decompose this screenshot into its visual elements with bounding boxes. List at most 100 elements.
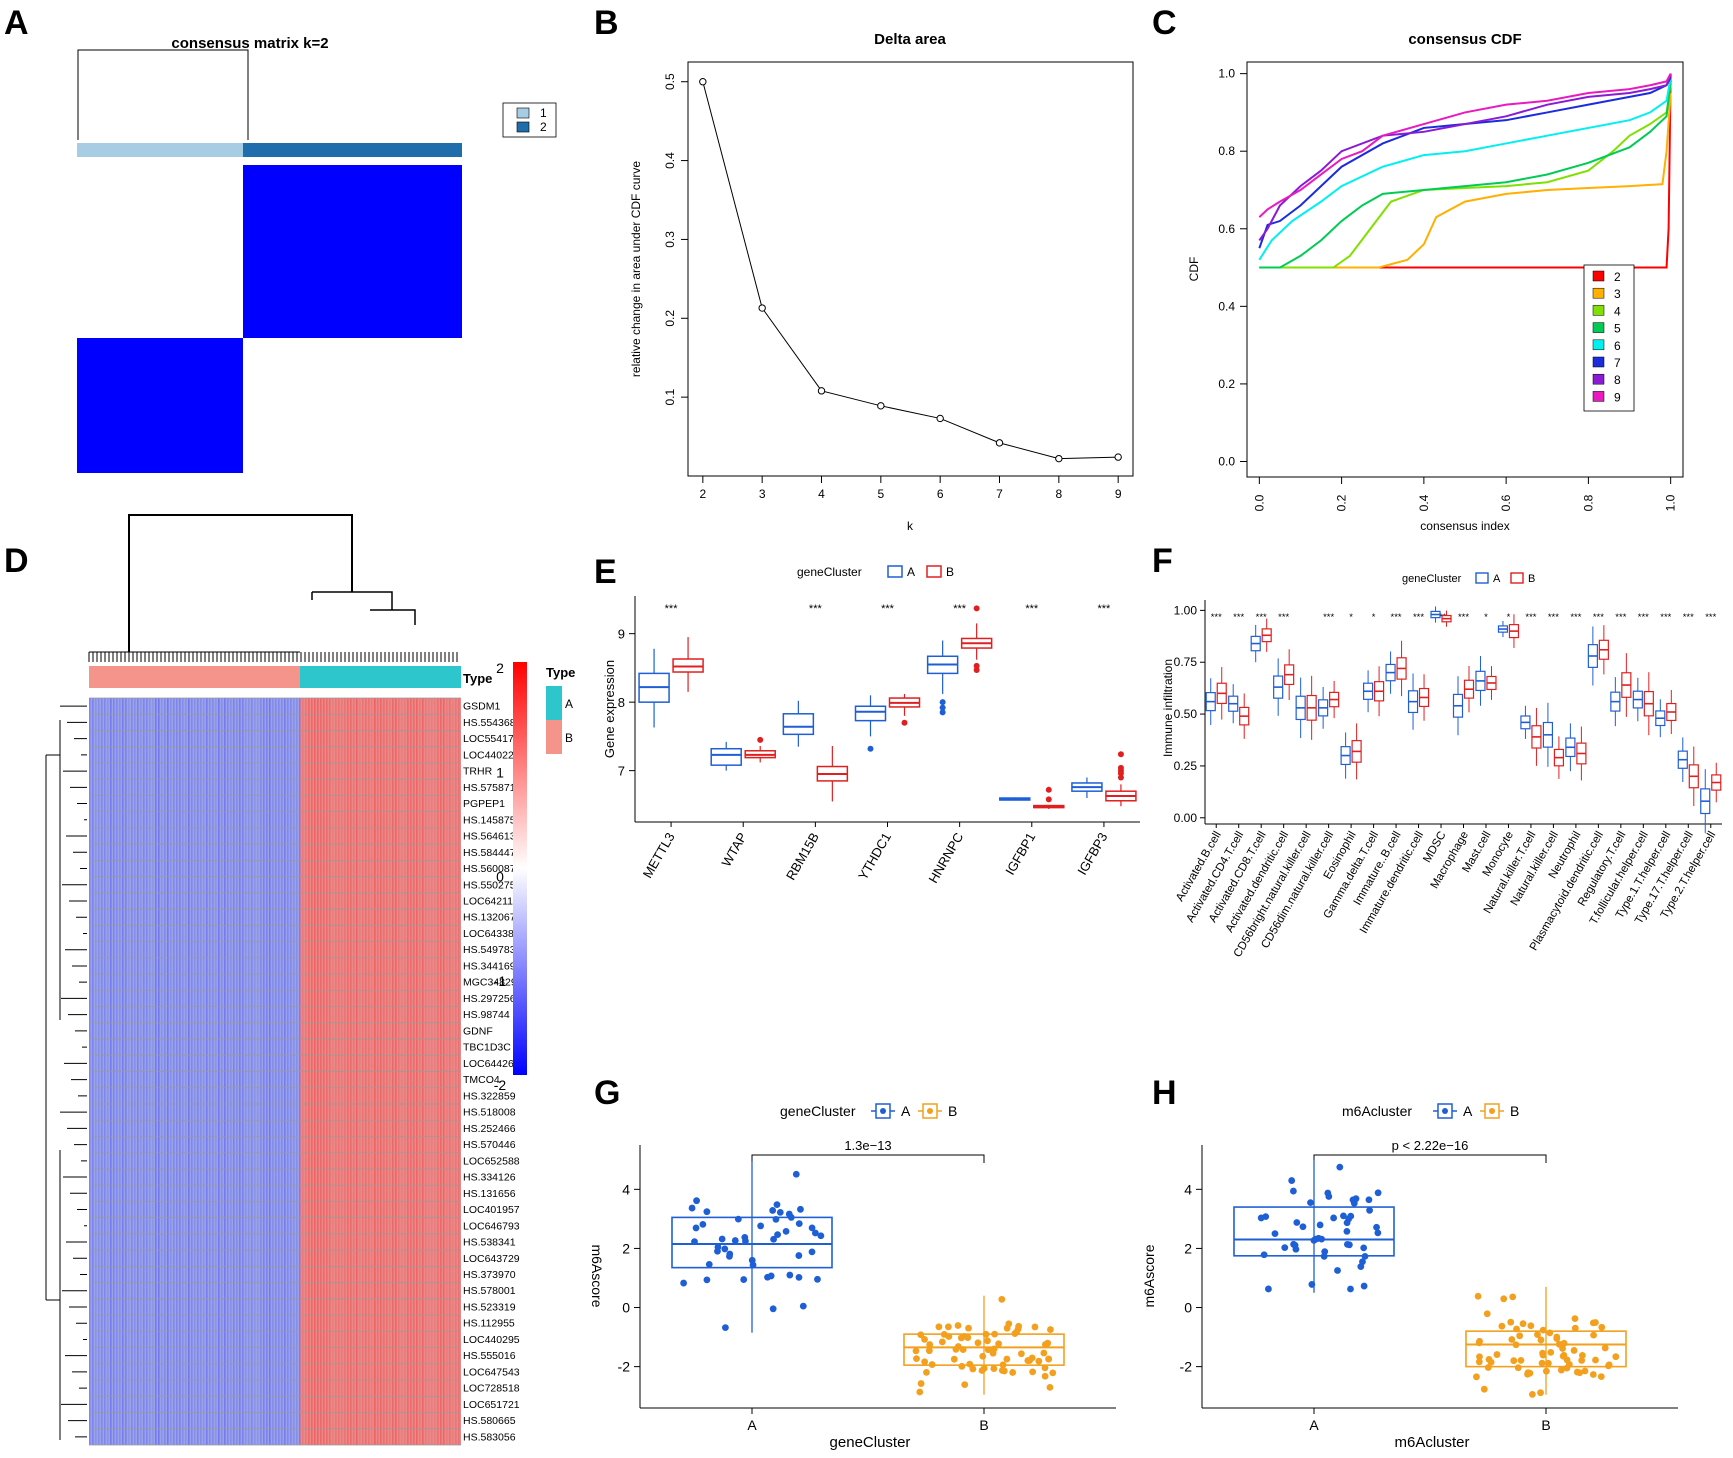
legend-label-1: 1: [540, 106, 547, 120]
x-tick-label: 9: [1115, 487, 1122, 501]
gene-label: HS.98744: [463, 1009, 510, 1021]
gene-label: HS.575871: [463, 782, 516, 794]
jitter-point: [913, 1355, 920, 1363]
jitter-point: [1528, 1390, 1536, 1398]
jitter-point: [721, 1324, 729, 1332]
jitter-point: [1517, 1356, 1525, 1364]
jitter-point: [1519, 1320, 1527, 1328]
data-point: [817, 387, 826, 395]
y-tick-label: 0.75: [1174, 655, 1198, 669]
y-tick-label: -2: [1180, 1359, 1193, 1375]
jitter-point: [703, 1208, 711, 1216]
legend-swatch-b: [926, 565, 942, 578]
jitter-point: [1334, 1267, 1341, 1274]
jitter-point: [1041, 1364, 1049, 1372]
jitter-point: [1343, 1219, 1351, 1227]
significance-mark: ***: [1211, 612, 1222, 623]
gene-label: HS.570446: [463, 1139, 516, 1151]
y-axis-label: CDF: [1187, 257, 1201, 282]
jitter-point: [1373, 1223, 1380, 1231]
jitter-point: [1612, 1353, 1620, 1361]
y-tick-label: 1.0: [1218, 67, 1235, 81]
jitter-point: [680, 1279, 688, 1287]
jitter-point: [938, 1338, 946, 1346]
jitter-point: [1538, 1359, 1546, 1367]
jitter-point: [764, 1273, 771, 1281]
box-outlier: [1117, 774, 1124, 781]
jitter-point: [935, 1323, 943, 1331]
significance-mark: ***: [953, 603, 967, 615]
legend-label-a: A: [1463, 1103, 1473, 1119]
jitter-point: [1035, 1357, 1043, 1365]
significance-bracket: [1313, 1154, 1547, 1163]
jitter-point: [1475, 1339, 1483, 1347]
jitter-point: [1310, 1236, 1318, 1244]
legend-swatch-b-dot: [927, 1108, 933, 1114]
delta-area-panel: Delta area 2 3 4 5 6 7 8 9 0.1 0.2 0.3 0.4 0.5 k relati…: [629, 31, 1134, 533]
legend-label: 7: [1614, 356, 1621, 370]
y-axis-label: m6Ascore: [589, 1244, 605, 1307]
jitter-point: [703, 1276, 711, 1284]
gene-label: LOC651721: [463, 1399, 520, 1411]
panel-label-h: H: [1152, 1074, 1177, 1112]
jitter-point: [714, 1247, 721, 1255]
gene-label: HS.518008: [463, 1107, 516, 1119]
jitter-point: [1289, 1187, 1297, 1195]
jitter-point: [945, 1333, 953, 1340]
box-outlier: [939, 704, 946, 711]
jitter-point: [799, 1302, 807, 1310]
significance-mark: ***: [881, 603, 895, 615]
gene-label: LOC440295: [463, 1334, 520, 1346]
jitter-point: [1474, 1292, 1482, 1300]
type-bar-b: [89, 666, 300, 688]
gene-heatmap-panel: GSDM1 HS.554368 LOC554175 LOC440225 TRHR HS.5…: [45, 514, 575, 1446]
immune-infiltration-boxplot-panel: 0.00 0.25 0.50 0.75 1.00 Immune infiltration g…: [1161, 572, 1722, 960]
significance-mark: ***: [1683, 612, 1694, 623]
jitter-point: [1542, 1367, 1550, 1375]
y-tick-label: 0: [622, 1300, 630, 1316]
panel-label-e: E: [594, 553, 617, 591]
gene-label: HS.560087: [463, 863, 516, 875]
x-axis-label: consensus index: [1420, 519, 1509, 533]
panel-label-f: F: [1152, 542, 1173, 580]
gene-label: HS.252466: [463, 1123, 516, 1135]
jitter-point: [925, 1347, 933, 1355]
box-body: [854, 705, 887, 722]
x-tick-label: 6: [937, 487, 944, 501]
gene-label: LOC646793: [463, 1220, 520, 1232]
data-point: [699, 78, 707, 86]
jitter-point: [1512, 1341, 1520, 1349]
y-tick-label: 8: [618, 695, 625, 710]
jitter-point: [1498, 1322, 1506, 1330]
jitter-point: [1046, 1383, 1054, 1391]
jitter-point: [1605, 1361, 1613, 1369]
jitter-point: [1473, 1373, 1480, 1381]
box-outlier: [939, 709, 946, 716]
jitter-point: [969, 1365, 977, 1373]
jitter-point: [1330, 1214, 1338, 1222]
jitter-point: [718, 1235, 726, 1243]
box-outlier: [973, 605, 980, 612]
y-tick-label: 0.5: [663, 73, 677, 90]
gene-label: LOC728518: [463, 1383, 520, 1395]
legend-box: [502, 102, 557, 138]
jitter-point: [814, 1275, 821, 1283]
jitter-point: [912, 1347, 920, 1355]
gene-label: HS.583056: [463, 1431, 516, 1443]
box-outlier: [1045, 786, 1052, 793]
legend-label: 6: [1614, 339, 1621, 353]
jitter-point: [1493, 1351, 1501, 1358]
type-annotation-title: Type: [463, 671, 492, 686]
jitter-point: [740, 1276, 748, 1283]
jitter-point: [1345, 1241, 1353, 1249]
y-axis-label: Gene expression: [602, 660, 617, 758]
x-tick-label: WTAP: [719, 830, 750, 869]
jitter-point: [979, 1352, 987, 1360]
significance-mark: ***: [1705, 612, 1716, 623]
jitter-point: [692, 1224, 700, 1232]
jitter-point: [1336, 1163, 1344, 1171]
y-axis-label: m6Ascore: [1141, 1244, 1157, 1307]
data-point: [995, 439, 1004, 447]
gene-label: LOC554175: [463, 733, 520, 745]
gene-label: HS.580665: [463, 1415, 516, 1427]
